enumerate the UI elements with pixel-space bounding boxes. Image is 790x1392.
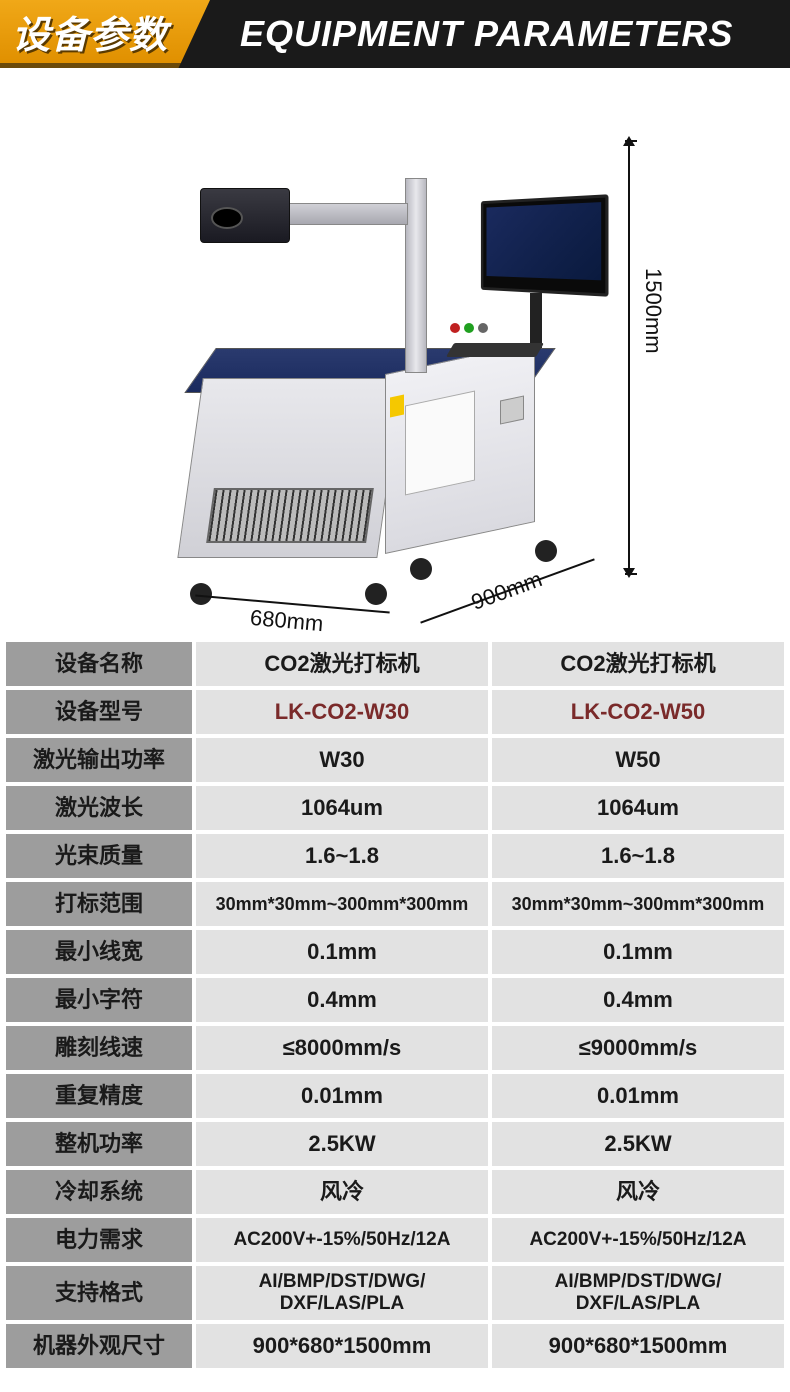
dimension-width: 680mm — [249, 605, 324, 637]
table-row: 最小线宽0.1mm0.1mm — [6, 930, 784, 974]
spec-label: 光束质量 — [6, 834, 192, 878]
spec-value-2: AI/BMP/DST/DWG/DXF/LAS/PLA — [492, 1266, 784, 1320]
spec-label: 雕刻线速 — [6, 1026, 192, 1070]
spec-value-1: 1.6~1.8 — [196, 834, 488, 878]
spec-value-1: 2.5KW — [196, 1122, 488, 1166]
spec-label: 打标范围 — [6, 882, 192, 926]
table-row: 支持格式AI/BMP/DST/DWG/DXF/LAS/PLAAI/BMP/DST… — [6, 1266, 784, 1320]
spec-value-1: AI/BMP/DST/DWG/DXF/LAS/PLA — [196, 1266, 488, 1320]
header-bar: 设备参数 EQUIPMENT PARAMETERS — [0, 0, 790, 68]
spec-value-2: 风冷 — [492, 1170, 784, 1214]
table-row: 激光输出功率W30W50 — [6, 738, 784, 782]
spec-value-2: LK-CO2-W50 — [492, 690, 784, 734]
spec-value-1: 0.4mm — [196, 978, 488, 1022]
spec-value-1: 风冷 — [196, 1170, 488, 1214]
table-row: 设备名称CO2激光打标机CO2激光打标机 — [6, 642, 784, 686]
spec-value-2: 1064um — [492, 786, 784, 830]
spec-label: 激光输出功率 — [6, 738, 192, 782]
spec-value-2: 0.4mm — [492, 978, 784, 1022]
specifications-table: 设备名称CO2激光打标机CO2激光打标机设备型号LK-CO2-W30LK-CO2… — [0, 638, 790, 1372]
spec-value-2: AC200V+-15%/50Hz/12A — [492, 1218, 784, 1262]
table-row: 最小字符0.4mm0.4mm — [6, 978, 784, 1022]
header-badge-text: 设备参数 — [12, 4, 168, 59]
spec-value-2: W50 — [492, 738, 784, 782]
spec-label: 整机功率 — [6, 1122, 192, 1166]
spec-value-1: 0.1mm — [196, 930, 488, 974]
spec-label: 最小字符 — [6, 978, 192, 1022]
table-row: 打标范围30mm*30mm~300mm*300mm30mm*30mm~300mm… — [6, 882, 784, 926]
spec-value-1: 900*680*1500mm — [196, 1324, 488, 1368]
spec-label: 重复精度 — [6, 1074, 192, 1118]
spec-value-2: 0.1mm — [492, 930, 784, 974]
header-badge: 设备参数 — [0, 0, 210, 68]
spec-value-1: ≤8000mm/s — [196, 1026, 488, 1070]
table-row: 激光波长1064um1064um — [6, 786, 784, 830]
equipment-diagram: 1500mm 680mm 900mm — [0, 68, 790, 638]
header-title: EQUIPMENT PARAMETERS — [240, 13, 733, 55]
spec-value-2: 30mm*30mm~300mm*300mm — [492, 882, 784, 926]
spec-value-2: CO2激光打标机 — [492, 642, 784, 686]
table-row: 电力需求AC200V+-15%/50Hz/12AAC200V+-15%/50Hz… — [6, 1218, 784, 1262]
spec-value-1: 1064um — [196, 786, 488, 830]
spec-value-2: ≤9000mm/s — [492, 1026, 784, 1070]
spec-label: 最小线宽 — [6, 930, 192, 974]
spec-value-2: 0.01mm — [492, 1074, 784, 1118]
spec-label: 设备名称 — [6, 642, 192, 686]
spec-value-1: 30mm*30mm~300mm*300mm — [196, 882, 488, 926]
table-row: 机器外观尺寸900*680*1500mm900*680*1500mm — [6, 1324, 784, 1368]
spec-value-1: AC200V+-15%/50Hz/12A — [196, 1218, 488, 1262]
spec-label: 冷却系统 — [6, 1170, 192, 1214]
spec-value-1: LK-CO2-W30 — [196, 690, 488, 734]
spec-value-1: 0.01mm — [196, 1074, 488, 1118]
spec-label: 机器外观尺寸 — [6, 1324, 192, 1368]
spec-value-2: 900*680*1500mm — [492, 1324, 784, 1368]
machine-illustration — [150, 148, 590, 588]
spec-label: 激光波长 — [6, 786, 192, 830]
table-row: 雕刻线速≤8000mm/s≤9000mm/s — [6, 1026, 784, 1070]
spec-value-1: CO2激光打标机 — [196, 642, 488, 686]
table-row: 光束质量1.6~1.81.6~1.8 — [6, 834, 784, 878]
spec-label: 电力需求 — [6, 1218, 192, 1262]
spec-value-2: 1.6~1.8 — [492, 834, 784, 878]
dimension-height-line — [628, 140, 630, 575]
table-row: 设备型号LK-CO2-W30LK-CO2-W50 — [6, 690, 784, 734]
dimension-height: 1500mm — [640, 268, 666, 354]
spec-value-1: W30 — [196, 738, 488, 782]
table-row: 重复精度0.01mm0.01mm — [6, 1074, 784, 1118]
spec-label: 设备型号 — [6, 690, 192, 734]
spec-label: 支持格式 — [6, 1266, 192, 1320]
table-row: 整机功率2.5KW2.5KW — [6, 1122, 784, 1166]
table-row: 冷却系统风冷风冷 — [6, 1170, 784, 1214]
spec-value-2: 2.5KW — [492, 1122, 784, 1166]
